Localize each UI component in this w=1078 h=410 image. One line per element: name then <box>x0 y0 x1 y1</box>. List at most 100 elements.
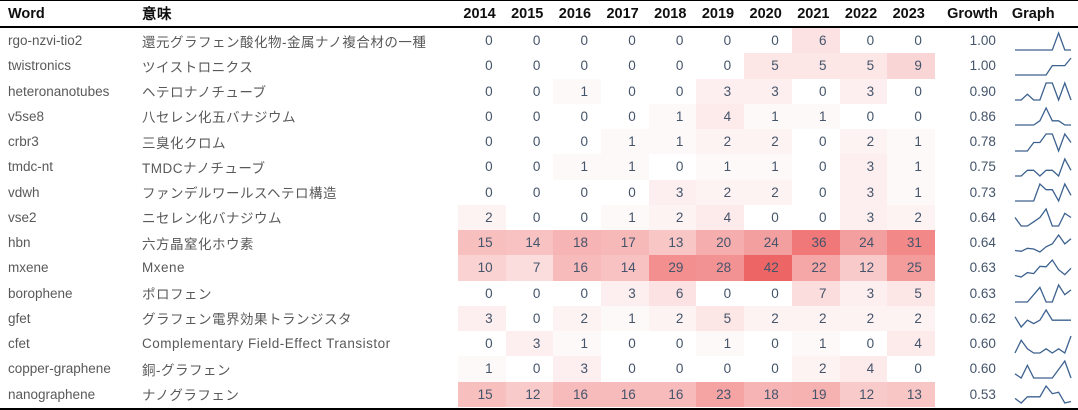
year-value-cell: 0 <box>458 129 506 155</box>
year-value-cell: 1 <box>648 129 697 155</box>
year-value-cell: 0 <box>744 356 792 382</box>
year-value-cell: 3 <box>839 179 888 205</box>
year-value-cell: 1 <box>648 103 697 129</box>
year-value-cell: 1 <box>553 331 602 357</box>
year-value-cell: 23 <box>696 381 745 407</box>
year-value-cell: 9 <box>887 53 935 79</box>
trend-sparkline <box>1014 57 1072 76</box>
year-value-cell: 22 <box>791 255 840 281</box>
trend-sparkline <box>1014 335 1072 354</box>
meaning-cell: ファンデルワールスヘテロ構造 <box>142 186 338 202</box>
year-value-cell: 0 <box>458 78 506 104</box>
trend-sparkline <box>1014 359 1072 379</box>
year-value-cell: 0 <box>839 331 888 357</box>
table-body: rgo-nzvi-tio2 還元グラフェン酸化物-金属ナノ複合材の一種 0 0 0 0 0 0… <box>0 28 1078 407</box>
header-graph: Graph <box>1011 5 1055 22</box>
trend-sparkline <box>1014 132 1072 153</box>
year-value-cell: 7 <box>791 280 840 306</box>
table-row: mxene Mxene 10 7 16 14 29 28 42 22 12 25 0.63 <box>0 255 1078 281</box>
year-value-cell: 0 <box>505 179 554 205</box>
year-value-cell: 0 <box>601 179 649 205</box>
year-value-cell: 2 <box>744 305 792 331</box>
year-value-cell: 2 <box>648 204 697 230</box>
word-cell: mxene <box>8 260 49 276</box>
year-value-cell: 1 <box>553 154 602 180</box>
year-value-cell: 0 <box>458 53 506 79</box>
table-row: copper-graphene 銅-グラフェン 1 0 3 0 0 0 0 2 4 0 0.60 <box>0 356 1078 382</box>
year-value-cell: 16 <box>648 381 697 407</box>
year-value-cell: 4 <box>696 204 745 230</box>
table-row: borophene ポロフェン 0 0 0 3 6 0 0 7 3 5 0.63 <box>0 280 1078 306</box>
year-value-cell: 1 <box>887 154 935 180</box>
year-value-cell: 0 <box>505 53 554 79</box>
year-value-cell: 0 <box>505 280 554 306</box>
year-value-cell: 2 <box>887 204 935 230</box>
year-value-cell: 2 <box>458 204 506 230</box>
table-row: heteronanotubes ヘテロナノチューブ 0 0 1 0 0 3 3 0 3 0 0.90 <box>0 78 1078 104</box>
year-value-cell: 0 <box>696 280 745 306</box>
year-value-cell: 5 <box>887 280 935 306</box>
year-value-cell: 18 <box>744 381 792 407</box>
year-value-cell: 3 <box>839 154 888 180</box>
table-row: twistronics ツイストロニクス 0 0 0 0 0 0 5 5 5 9 1.00 <box>0 53 1078 79</box>
graph-cell <box>1008 28 1078 53</box>
year-value-cell: 3 <box>648 179 697 205</box>
header-year-2022: 2022 <box>844 5 878 22</box>
year-value-cell: 0 <box>458 179 506 205</box>
growth-value-cell: 0.60 <box>969 361 996 377</box>
year-value-cell: 1 <box>601 204 649 230</box>
growth-value-cell: 0.63 <box>969 260 996 276</box>
word-cell: borophene <box>8 285 73 301</box>
word-cell: hbn <box>8 235 31 251</box>
year-value-cell: 42 <box>744 255 792 281</box>
year-value-cell: 1 <box>744 103 792 129</box>
year-value-cell: 13 <box>887 381 935 407</box>
growth-value-cell: 0.62 <box>969 310 996 326</box>
graph-cell <box>1008 306 1078 331</box>
year-value-cell: 0 <box>458 331 506 357</box>
year-value-cell: 1 <box>696 154 745 180</box>
year-value-cell: 0 <box>601 53 649 79</box>
graph-cell <box>1008 281 1078 306</box>
word-cell: tmdc-nt <box>8 159 54 175</box>
year-value-cell: 1 <box>887 179 935 205</box>
year-value-cell: 0 <box>553 129 602 155</box>
year-value-cell: 1 <box>601 129 649 155</box>
year-value-cell: 5 <box>839 53 888 79</box>
trend-sparkline <box>1014 30 1071 51</box>
year-value-cell: 0 <box>458 154 506 180</box>
year-value-cell: 0 <box>458 28 506 54</box>
year-value-cell: 3 <box>553 356 602 382</box>
header-word: Word <box>8 5 45 22</box>
table-row: hbn 六方晶窒化ホウ素 15 14 18 17 13 20 24 36 24 31 0.64 <box>0 230 1078 256</box>
meaning-cell: 銅-グラフェン <box>142 362 231 378</box>
year-value-cell: 4 <box>839 356 888 382</box>
year-value-cell: 14 <box>601 255 649 281</box>
growth-value-cell: 0.86 <box>969 108 996 124</box>
year-value-cell: 1 <box>553 78 602 104</box>
header-year-2017: 2017 <box>606 5 639 22</box>
year-value-cell: 3 <box>458 305 506 331</box>
graph-cell <box>1008 230 1078 255</box>
year-value-cell: 0 <box>648 356 697 382</box>
year-value-cell: 1 <box>601 154 649 180</box>
year-value-cell: 0 <box>648 154 697 180</box>
graph-cell <box>1008 382 1078 407</box>
word-cell: v5se8 <box>8 108 45 124</box>
year-value-cell: 24 <box>839 230 888 256</box>
header-year-2019: 2019 <box>701 5 735 22</box>
year-value-cell: 0 <box>505 305 554 331</box>
word-cell: rgo-nzvi-tio2 <box>8 33 83 49</box>
year-value-cell: 15 <box>458 381 506 407</box>
year-value-cell: 36 <box>791 230 840 256</box>
meaning-cell: 三臭化クロム <box>142 135 226 151</box>
year-value-cell: 0 <box>505 78 554 104</box>
year-value-cell: 4 <box>887 331 935 357</box>
year-value-cell: 0 <box>648 331 697 357</box>
year-value-cell: 0 <box>696 28 745 54</box>
year-value-cell: 0 <box>839 103 888 129</box>
year-value-cell: 0 <box>648 53 697 79</box>
year-value-cell: 0 <box>791 179 840 205</box>
growth-value-cell: 1.00 <box>969 58 996 74</box>
year-value-cell: 0 <box>505 103 554 129</box>
